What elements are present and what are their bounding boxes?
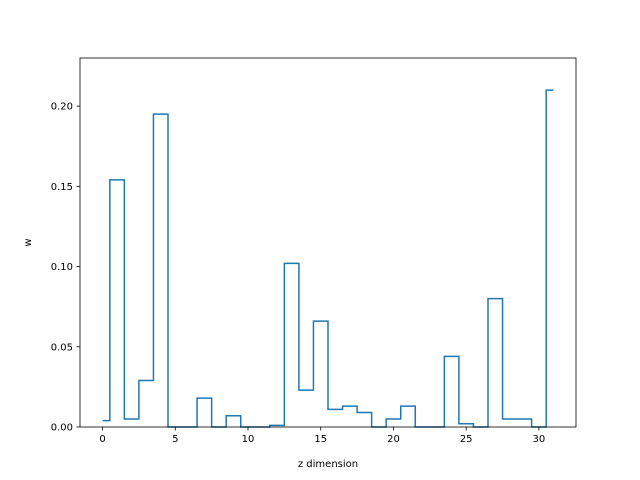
- x-tick-label: 0: [99, 434, 105, 445]
- x-tick-label: 15: [314, 434, 327, 445]
- x-tick-label: 30: [533, 434, 546, 445]
- x-tick-label: 10: [242, 434, 255, 445]
- x-tick-label: 25: [460, 434, 473, 445]
- x-tick-label: 20: [387, 434, 400, 445]
- y-tick-label: 0.05: [51, 342, 73, 353]
- x-tick-label: 5: [172, 434, 178, 445]
- axes-frame: [79, 57, 577, 428]
- y-tick-label: 0.10: [51, 262, 73, 273]
- y-tick-label: 0.00: [51, 423, 73, 434]
- y-tick-label: 0.20: [51, 102, 73, 113]
- y-axis: 0.00 0.05 0.10 0.15 0.20: [51, 102, 80, 434]
- y-tick-label: 0.15: [51, 182, 73, 193]
- x-axis-label: z dimension: [298, 459, 358, 470]
- x-axis: 0 5 10 15 20 25 30: [99, 427, 545, 445]
- y-axis-label: w: [23, 238, 34, 246]
